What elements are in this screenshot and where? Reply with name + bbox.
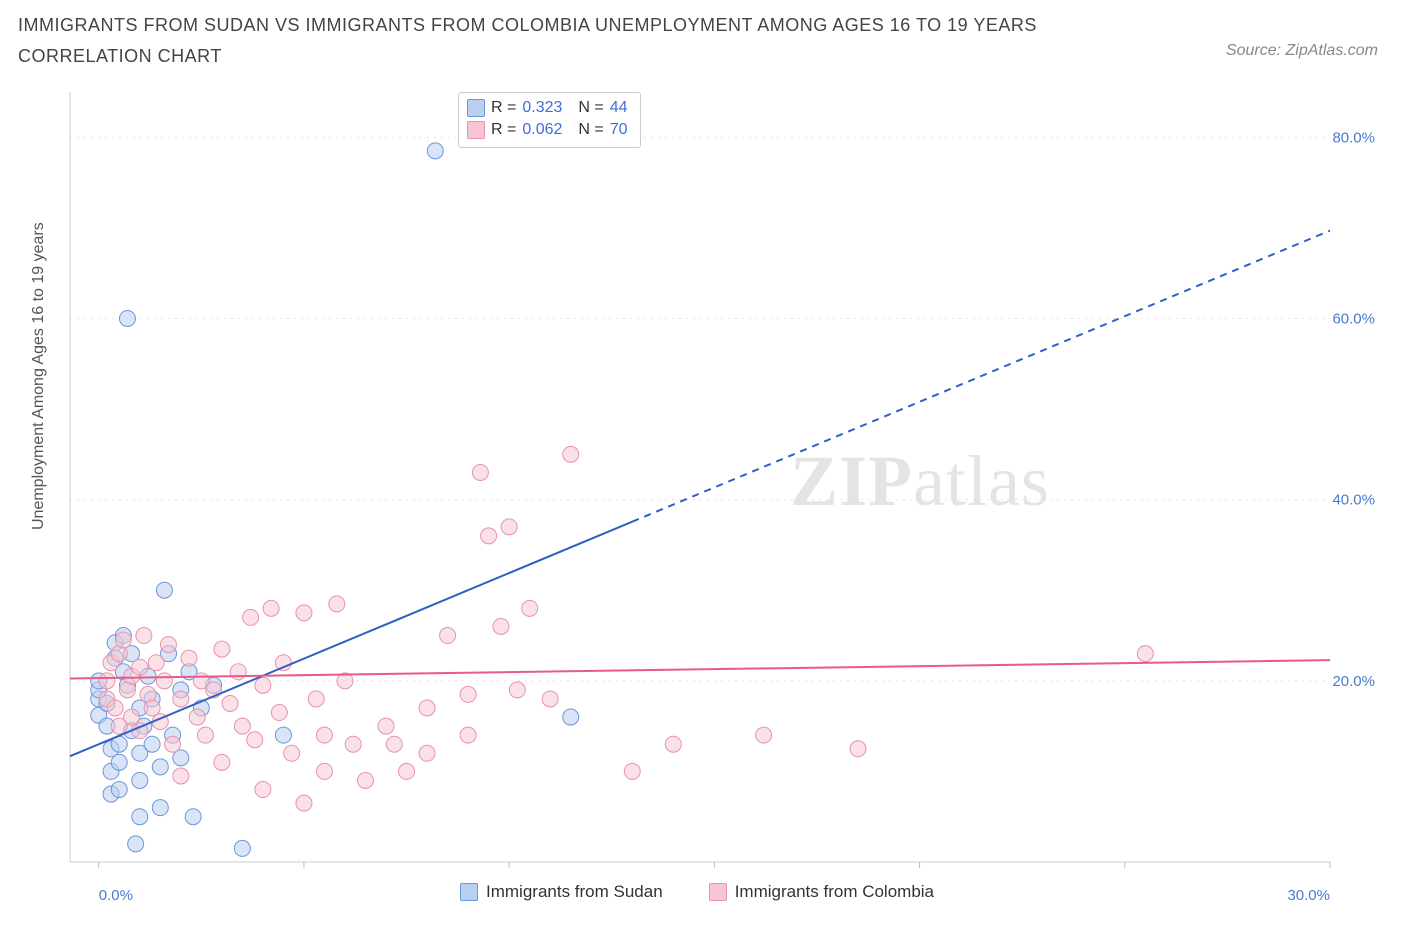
legend-swatch-colombia	[467, 121, 485, 139]
data-point	[472, 464, 488, 480]
data-point	[460, 686, 476, 702]
data-point	[132, 772, 148, 788]
data-point	[152, 759, 168, 775]
data-point	[316, 763, 332, 779]
data-point	[148, 655, 164, 671]
data-point	[128, 836, 144, 852]
legend-n-value-colombia: 70	[610, 121, 628, 139]
data-point	[152, 800, 168, 816]
data-point	[161, 637, 177, 653]
data-point	[132, 659, 148, 675]
data-point	[419, 745, 435, 761]
data-point	[111, 782, 127, 798]
legend-r-value-colombia: 0.062	[522, 121, 562, 139]
data-point	[1137, 646, 1153, 662]
data-point	[181, 650, 197, 666]
data-point	[501, 519, 517, 535]
data-point	[563, 709, 579, 725]
scatter-chart: 20.0% 40.0% 60.0% 80.0% 0.0% 30.0%	[0, 0, 1406, 930]
data-point	[185, 809, 201, 825]
data-point	[522, 600, 538, 616]
data-point	[358, 772, 374, 788]
data-point	[156, 582, 172, 598]
legend-row-sudan: R = 0.323 N = 44	[467, 97, 628, 119]
y-tick-label: 20.0%	[1332, 673, 1375, 690]
legend-swatch-colombia	[709, 883, 727, 901]
data-point	[214, 754, 230, 770]
legend-swatch-sudan	[467, 99, 485, 117]
data-point	[665, 736, 681, 752]
data-point	[247, 732, 263, 748]
data-point	[197, 727, 213, 743]
data-point	[329, 596, 345, 612]
data-point	[460, 727, 476, 743]
y-tick-label: 40.0%	[1332, 492, 1375, 509]
legend-row-colombia: R = 0.062 N = 70	[467, 119, 628, 141]
data-point	[296, 605, 312, 621]
data-point	[756, 727, 772, 743]
data-point	[136, 628, 152, 644]
data-point	[308, 691, 324, 707]
data-point	[624, 763, 640, 779]
data-point	[173, 768, 189, 784]
data-point	[234, 718, 250, 734]
data-point	[255, 782, 271, 798]
data-point	[296, 795, 312, 811]
data-point	[156, 673, 172, 689]
data-point	[345, 736, 361, 752]
data-point	[111, 754, 127, 770]
y-tick-label: 60.0%	[1332, 310, 1375, 327]
data-point	[378, 718, 394, 734]
data-point	[107, 700, 123, 716]
data-point	[275, 727, 291, 743]
legend-series-label-sudan: Immigrants from Sudan	[486, 882, 663, 902]
legend-n-value-sudan: 44	[610, 99, 628, 117]
data-point	[850, 741, 866, 757]
legend-series-label-colombia: Immigrants from Colombia	[735, 882, 934, 902]
data-point	[284, 745, 300, 761]
data-point	[386, 736, 402, 752]
legend-r-value-sudan: 0.323	[522, 99, 562, 117]
data-point	[99, 673, 115, 689]
data-point	[563, 446, 579, 462]
data-point	[509, 682, 525, 698]
x-tick-label: 0.0%	[99, 887, 133, 904]
data-point	[173, 691, 189, 707]
data-point	[119, 310, 135, 326]
data-point	[165, 736, 181, 752]
data-point	[493, 618, 509, 634]
data-point	[214, 641, 230, 657]
legend-r-label: R =	[491, 99, 516, 117]
data-point	[440, 628, 456, 644]
data-point	[255, 677, 271, 693]
data-point	[427, 143, 443, 159]
legend-n-label: N =	[578, 99, 603, 117]
data-point	[144, 736, 160, 752]
legend-swatch-sudan	[460, 883, 478, 901]
data-point	[419, 700, 435, 716]
x-tick-label: 30.0%	[1287, 887, 1330, 904]
data-point	[271, 705, 287, 721]
data-point	[189, 709, 205, 725]
data-point	[132, 809, 148, 825]
data-point	[222, 695, 238, 711]
data-point	[316, 727, 332, 743]
data-point	[275, 655, 291, 671]
data-point	[243, 609, 259, 625]
legend-stats-box: R = 0.323 N = 44 R = 0.062 N = 70	[458, 92, 641, 148]
data-point	[542, 691, 558, 707]
y-tick-label: 80.0%	[1332, 129, 1375, 146]
legend-r-label: R =	[491, 121, 516, 139]
data-point	[234, 840, 250, 856]
data-point	[399, 763, 415, 779]
data-point	[481, 528, 497, 544]
data-point	[230, 664, 246, 680]
legend-n-label: N =	[578, 121, 603, 139]
data-point	[263, 600, 279, 616]
bottom-legend: Immigrants from Sudan Immigrants from Co…	[460, 882, 934, 902]
data-point	[115, 632, 131, 648]
